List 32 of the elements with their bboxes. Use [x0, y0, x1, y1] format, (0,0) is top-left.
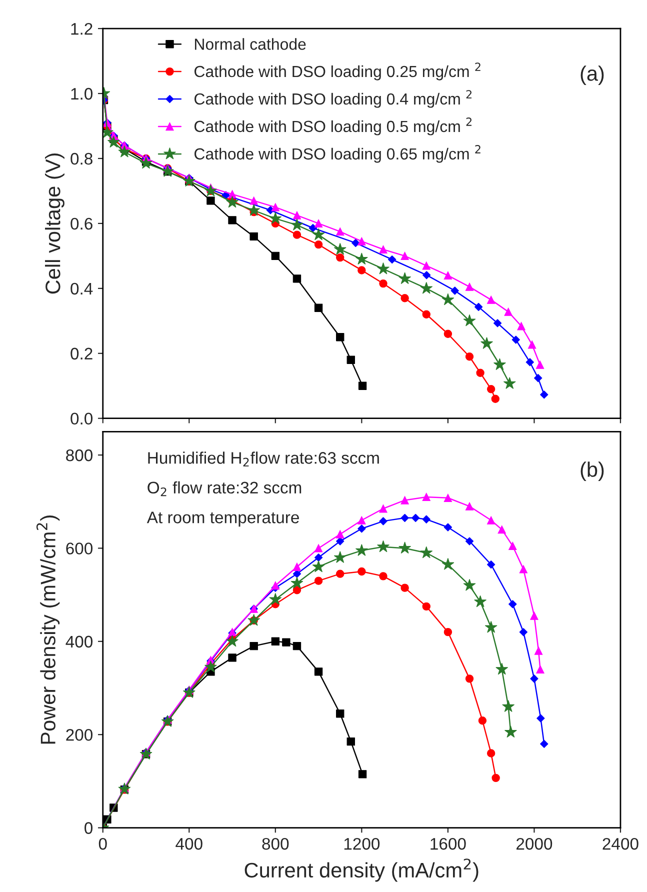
y-tick-label: 200 [66, 728, 92, 741]
legend-label: Cathode with DSO loading 0.4 mg/cm $^{2}$ [194, 90, 472, 108]
x-axis-title: Current density (mA/cm$^{2}$) [244, 858, 478, 882]
y-tick-label: 400 [66, 636, 92, 648]
x-tick-label: 0 [98, 838, 107, 850]
y-tick-label: 0 [84, 822, 92, 834]
legend-label: Cathode with DSO loading 0.65 mg/cm $^{2}$ [194, 145, 480, 163]
x-tick-label: 2400 [602, 838, 638, 850]
y-tick-label: 0.0 [70, 412, 92, 425]
x-tick-label: 800 [262, 838, 289, 850]
y-tick-label: 0.2 [70, 348, 92, 360]
y-tick-label: 0.8 [70, 152, 92, 165]
y-tick-label: 1.0 [71, 88, 92, 100]
x-tick-label: 1600 [430, 838, 466, 850]
legend-label: Cathode with DSO loading 0.25 mg/cm $^{2}$ [194, 62, 480, 80]
annotation: (b) [580, 462, 604, 482]
y-tick-label: 0.6 [70, 218, 92, 230]
annotation: (a) [580, 66, 604, 86]
legend-label: Normal cathode [194, 38, 306, 50]
y-tick-label: 1.2 [71, 22, 92, 35]
y-axis-title: Power density (mW/cm$^{2}$) [36, 516, 60, 744]
annotation: At room temperature [146, 512, 299, 527]
y-tick-label: 800 [66, 449, 92, 462]
annotation: O$_{2}$ flow rate:32 sccm [148, 481, 302, 496]
y-axis-title: Cell voltage (V) [45, 154, 64, 294]
x-tick-label: 1200 [344, 838, 380, 850]
annotation: Humidified H$_{2}$flow rate:63 sccm [148, 452, 379, 466]
legend-label: Cathode with DSO loading 0.5 mg/cm $^{2}$ [194, 118, 472, 136]
x-tick-label: 2000 [516, 838, 552, 850]
y-tick-label: 600 [66, 542, 92, 554]
x-tick-label: 400 [176, 838, 202, 850]
y-tick-label: 0.4 [70, 282, 93, 295]
